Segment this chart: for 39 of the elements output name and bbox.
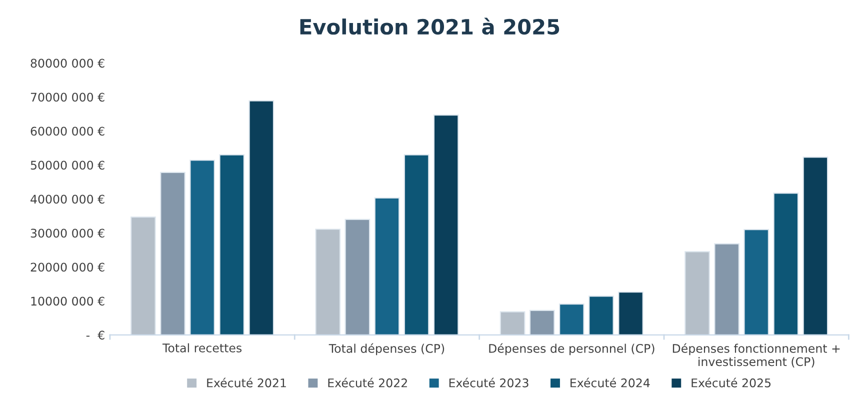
bar — [160, 172, 186, 335]
bar — [190, 160, 215, 335]
legend-label: Exécuté 2021 — [207, 378, 286, 388]
bar — [433, 114, 459, 335]
chart-title: Evolution 2021 à 2025 — [300, 18, 560, 35]
bar — [802, 156, 828, 335]
bar — [130, 216, 156, 335]
bar — [315, 228, 341, 335]
y-tick-label: 80000 000 € — [30, 58, 104, 68]
y-tick-label: 60000 000 € — [30, 126, 104, 136]
bar — [344, 218, 370, 335]
bar — [588, 296, 614, 335]
bar — [404, 154, 430, 335]
bar — [248, 100, 274, 335]
bar — [219, 154, 245, 335]
bar — [529, 310, 555, 335]
bar — [684, 251, 710, 335]
y-tick-label: - € — [86, 330, 104, 340]
legend-label: Exécuté 2022 — [328, 378, 407, 388]
x-tick-label: Total recettes — [162, 343, 242, 352]
y-tick-label: 50000 000 € — [30, 160, 104, 170]
legend-label: Exécuté 2025 — [692, 378, 771, 388]
x-tick-label: Dépenses de personnel (CP) — [489, 343, 654, 356]
bar — [744, 229, 770, 335]
x-tick-label: Total dépenses (CP) — [328, 343, 444, 356]
bar — [714, 243, 740, 335]
y-tick-label: 20000 000 € — [30, 262, 104, 272]
bar — [618, 292, 644, 335]
bar — [374, 197, 400, 335]
bar — [773, 192, 799, 335]
y-tick-label: 10000 000 € — [31, 296, 104, 306]
bar — [500, 311, 526, 335]
legend-label: Exécuté 2024 — [570, 378, 650, 388]
y-tick-label: 40000 000 € — [30, 194, 104, 204]
y-tick-label: 30000 000 € — [30, 228, 104, 238]
bar — [558, 303, 584, 335]
y-tick-label: 70000 000 € — [30, 92, 104, 102]
legend-label: Exécuté 2023 — [449, 378, 528, 388]
x-tick-label: Dépenses fonctionnement + investissement (CP) — [672, 343, 840, 368]
